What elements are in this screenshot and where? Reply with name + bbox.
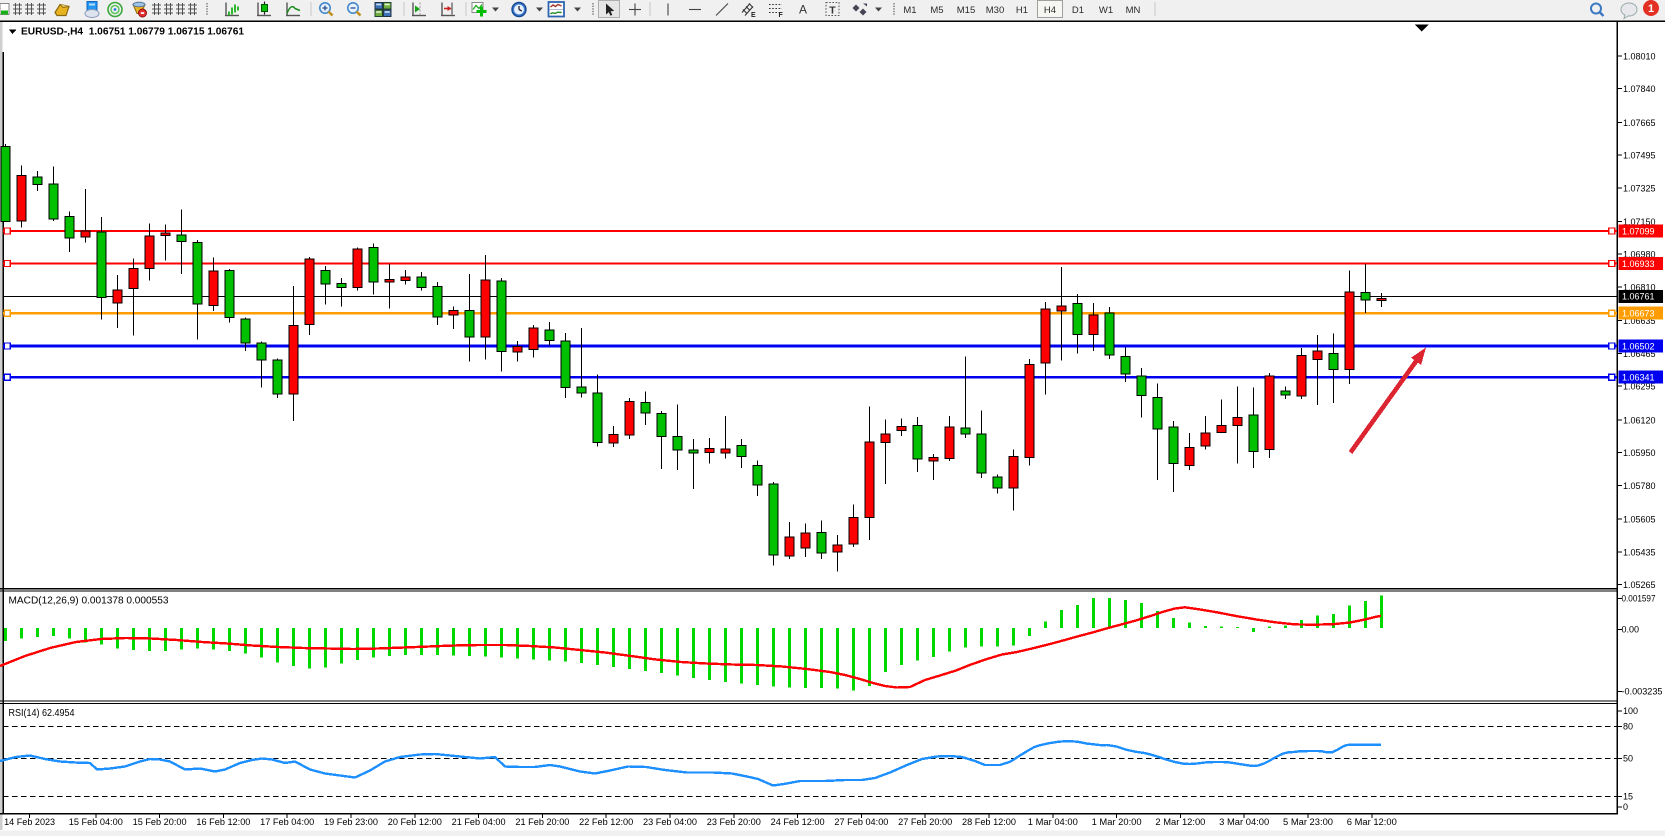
svg-text:M1: M1 (903, 5, 916, 16)
svg-text:24 Feb 12:00: 24 Feb 12:00 (771, 817, 825, 827)
svg-text:H1: H1 (1016, 5, 1028, 16)
svg-text:H4: H4 (1044, 5, 1056, 16)
svg-text:21 Feb 04:00: 21 Feb 04:00 (452, 817, 506, 827)
svg-text:80: 80 (1623, 722, 1633, 732)
svg-text:22 Feb 12:00: 22 Feb 12:00 (579, 817, 633, 827)
svg-text:M30: M30 (986, 5, 1004, 16)
svg-text:23 Feb 04:00: 23 Feb 04:00 (643, 817, 697, 827)
svg-text:1.06465: 1.06465 (1623, 349, 1656, 359)
svg-text:-0.003235: -0.003235 (1622, 687, 1663, 697)
svg-text:RSI(14) 62.4954: RSI(14) 62.4954 (9, 708, 75, 719)
svg-text:1.05950: 1.05950 (1623, 448, 1656, 458)
svg-text:0: 0 (1623, 802, 1628, 812)
svg-text:1.06635: 1.06635 (1623, 316, 1656, 326)
svg-text:19 Feb 23:00: 19 Feb 23:00 (324, 817, 378, 827)
svg-text:M15: M15 (957, 5, 975, 16)
svg-text:27 Feb 20:00: 27 Feb 20:00 (898, 817, 952, 827)
svg-text:15 Feb 20:00: 15 Feb 20:00 (133, 817, 187, 827)
svg-text:1.06295: 1.06295 (1623, 382, 1656, 392)
svg-text:D1: D1 (1072, 5, 1084, 16)
svg-text:1.06761: 1.06761 (1622, 292, 1655, 302)
svg-text:1.07099: 1.07099 (1622, 226, 1655, 236)
svg-text:16 Feb 12:00: 16 Feb 12:00 (196, 817, 250, 827)
svg-text:15: 15 (1623, 792, 1633, 802)
svg-text:17 Feb 04:00: 17 Feb 04:00 (260, 817, 314, 827)
svg-text:1 Mar 04:00: 1 Mar 04:00 (1028, 817, 1078, 827)
svg-text:W1: W1 (1099, 5, 1113, 16)
svg-text:14 Feb 2023: 14 Feb 2023 (4, 817, 55, 827)
svg-text:1.05265: 1.05265 (1623, 580, 1656, 590)
svg-text:1.05605: 1.05605 (1623, 515, 1656, 525)
svg-text:3 Mar 04:00: 3 Mar 04:00 (1219, 817, 1269, 827)
svg-text:2 Mar 12:00: 2 Mar 12:00 (1155, 817, 1205, 827)
svg-text:T: T (829, 5, 836, 17)
svg-text:MN: MN (1126, 5, 1141, 16)
svg-text:1.07495: 1.07495 (1623, 151, 1656, 161)
svg-text:1.06980: 1.06980 (1623, 250, 1656, 260)
svg-text:MACD(12,26,9) 0.001378 0.00055: MACD(12,26,9) 0.001378 0.000553 (9, 596, 169, 607)
svg-text:1.06933: 1.06933 (1622, 259, 1655, 269)
svg-text:1.06341: 1.06341 (1622, 373, 1655, 383)
svg-text:15 Feb 04:00: 15 Feb 04:00 (69, 817, 123, 827)
svg-text:1.05435: 1.05435 (1623, 547, 1656, 557)
svg-text:21 Feb 20:00: 21 Feb 20:00 (515, 817, 569, 827)
svg-text:50: 50 (1623, 754, 1633, 764)
svg-text:1.06120: 1.06120 (1623, 415, 1656, 425)
svg-text:100: 100 (1623, 706, 1638, 716)
svg-text:6 Mar 12:00: 6 Mar 12:00 (1347, 817, 1397, 827)
svg-text:23 Feb 20:00: 23 Feb 20:00 (707, 817, 761, 827)
svg-text:1.06502: 1.06502 (1622, 341, 1655, 351)
svg-text:EURUSD-,H4 1.06751 1.06779 1.: EURUSD-,H4 1.06751 1.06779 1.06715 1.067… (21, 27, 245, 38)
svg-text:0.001597: 0.001597 (1622, 594, 1656, 604)
svg-text:1.08010: 1.08010 (1623, 51, 1656, 61)
svg-text:1.06810: 1.06810 (1623, 283, 1656, 293)
svg-text:M5: M5 (930, 5, 943, 16)
svg-text:20 Feb 12:00: 20 Feb 12:00 (388, 817, 442, 827)
svg-text:1 Mar 20:00: 1 Mar 20:00 (1092, 817, 1142, 827)
svg-text:5 Mar 23:00: 5 Mar 23:00 (1283, 817, 1333, 827)
svg-text:1.06673: 1.06673 (1622, 309, 1655, 319)
svg-text:F: F (779, 12, 784, 19)
svg-text:1.07665: 1.07665 (1623, 118, 1656, 128)
svg-text:0.00: 0.00 (1622, 625, 1640, 635)
svg-text:1.05780: 1.05780 (1623, 481, 1656, 491)
svg-text:1: 1 (1648, 3, 1654, 15)
svg-text:1.07325: 1.07325 (1623, 183, 1656, 193)
svg-text:27 Feb 04:00: 27 Feb 04:00 (834, 817, 888, 827)
svg-text:E: E (751, 12, 756, 19)
svg-text:1.07840: 1.07840 (1623, 84, 1656, 94)
svg-text:28 Feb 12:00: 28 Feb 12:00 (962, 817, 1016, 827)
svg-text:1.07150: 1.07150 (1623, 217, 1656, 227)
svg-text:A: A (799, 3, 807, 17)
